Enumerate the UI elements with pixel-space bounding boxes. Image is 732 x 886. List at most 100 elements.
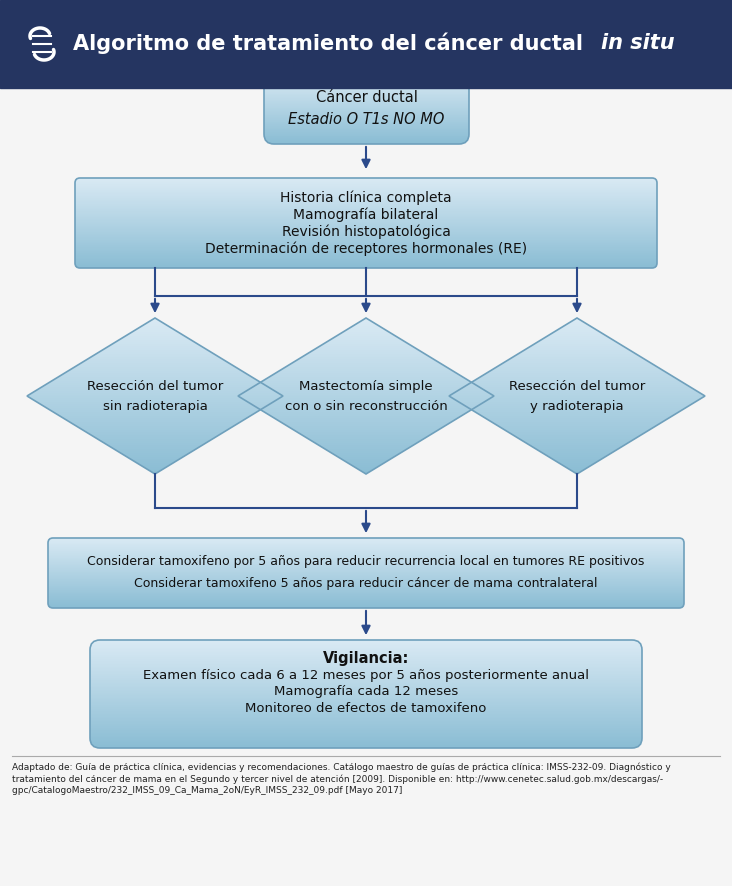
Bar bbox=[90, 640, 642, 641]
Bar bbox=[75, 190, 657, 191]
Bar bbox=[264, 81, 469, 82]
Bar bbox=[90, 710, 642, 711]
Bar bbox=[518, 353, 636, 355]
Bar bbox=[75, 210, 657, 212]
Bar bbox=[75, 222, 657, 223]
Bar bbox=[75, 228, 657, 229]
Bar bbox=[70, 421, 240, 424]
Bar bbox=[288, 364, 444, 367]
Bar bbox=[264, 142, 469, 144]
Bar bbox=[96, 353, 214, 355]
Bar bbox=[291, 362, 441, 365]
Bar bbox=[83, 429, 227, 431]
Bar bbox=[75, 201, 657, 203]
Bar bbox=[75, 253, 657, 254]
Bar bbox=[77, 364, 234, 367]
Bar bbox=[521, 439, 633, 441]
Bar bbox=[264, 104, 469, 105]
Bar bbox=[75, 251, 657, 253]
Bar bbox=[64, 372, 246, 375]
Bar bbox=[489, 370, 665, 373]
Bar bbox=[93, 354, 217, 357]
Bar bbox=[75, 221, 657, 222]
Bar bbox=[75, 250, 657, 251]
Bar bbox=[264, 98, 469, 99]
Bar bbox=[90, 704, 642, 706]
Text: con o sin reconstrucción: con o sin reconstrucción bbox=[285, 400, 447, 413]
Bar bbox=[264, 124, 469, 126]
Bar bbox=[527, 442, 627, 445]
Bar bbox=[90, 686, 642, 688]
Bar bbox=[335, 454, 397, 456]
Bar bbox=[70, 369, 240, 370]
Bar bbox=[75, 180, 657, 182]
Bar bbox=[90, 689, 642, 691]
Bar bbox=[75, 243, 657, 245]
Bar bbox=[264, 96, 469, 97]
Bar bbox=[90, 656, 642, 657]
Bar bbox=[454, 398, 701, 400]
Bar bbox=[264, 117, 469, 119]
Bar bbox=[90, 681, 642, 683]
Bar bbox=[48, 581, 684, 583]
Bar bbox=[531, 444, 624, 447]
Text: Considerar tamoxifeno por 5 años para reducir recurrencia local en tumores RE po: Considerar tamoxifeno por 5 años para re… bbox=[87, 555, 645, 568]
Bar bbox=[518, 437, 636, 439]
Bar bbox=[291, 427, 441, 429]
Bar bbox=[90, 708, 642, 711]
Bar bbox=[75, 219, 657, 221]
Bar bbox=[264, 133, 469, 135]
Bar bbox=[531, 345, 624, 347]
Bar bbox=[80, 427, 230, 429]
Bar bbox=[75, 216, 657, 217]
Bar bbox=[48, 567, 684, 569]
Bar bbox=[90, 728, 642, 730]
Bar bbox=[264, 122, 469, 124]
Bar bbox=[75, 260, 657, 262]
Bar bbox=[48, 544, 684, 545]
Bar bbox=[559, 327, 594, 330]
Bar bbox=[48, 587, 684, 588]
Bar bbox=[75, 181, 657, 183]
Bar bbox=[259, 382, 473, 385]
Bar bbox=[86, 431, 224, 433]
Bar bbox=[264, 92, 469, 93]
Bar bbox=[492, 369, 662, 370]
Bar bbox=[80, 362, 230, 365]
Bar bbox=[75, 206, 657, 207]
Bar bbox=[508, 431, 646, 433]
Bar bbox=[264, 113, 469, 115]
Bar bbox=[75, 206, 657, 208]
Bar bbox=[90, 707, 642, 709]
Bar bbox=[141, 463, 169, 466]
Bar bbox=[264, 120, 469, 122]
Bar bbox=[99, 351, 211, 354]
Bar bbox=[489, 419, 665, 422]
Bar bbox=[460, 401, 694, 404]
Bar bbox=[48, 579, 684, 580]
Bar bbox=[323, 447, 409, 448]
Bar bbox=[272, 415, 460, 417]
Bar bbox=[90, 746, 642, 748]
Bar bbox=[147, 322, 163, 324]
Bar bbox=[57, 376, 253, 378]
Bar bbox=[48, 408, 262, 409]
Bar bbox=[264, 91, 469, 92]
Bar bbox=[262, 409, 470, 412]
Bar bbox=[122, 337, 189, 339]
Bar bbox=[264, 143, 469, 144]
Bar bbox=[90, 671, 642, 672]
Bar bbox=[264, 114, 469, 116]
Bar bbox=[264, 123, 469, 125]
Bar bbox=[264, 95, 469, 96]
Bar bbox=[90, 727, 642, 729]
Bar bbox=[259, 408, 473, 409]
Bar bbox=[138, 462, 173, 464]
Bar bbox=[264, 105, 469, 107]
Text: Estadio O T1s NO MO: Estadio O T1s NO MO bbox=[288, 112, 444, 127]
Bar bbox=[90, 692, 642, 694]
Bar bbox=[51, 409, 259, 412]
Bar bbox=[285, 423, 447, 425]
Bar bbox=[524, 440, 630, 443]
Bar bbox=[48, 594, 684, 595]
